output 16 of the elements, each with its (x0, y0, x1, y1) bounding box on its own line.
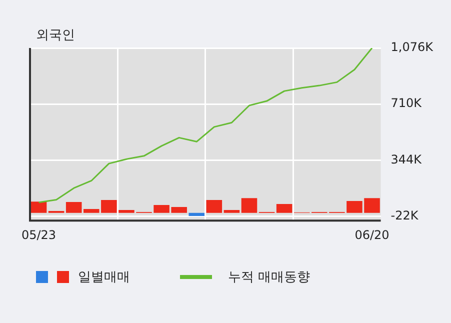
chart-title: 외국인 (36, 27, 75, 44)
x-tick-label: 06/20 (354, 228, 390, 242)
bar (276, 204, 292, 213)
legend-label: 일별매매 (78, 269, 130, 286)
bar (206, 200, 222, 213)
y-tick-label: 710K (390, 96, 423, 110)
bar (30, 202, 47, 213)
x-tick-label: 05/23 (21, 228, 56, 242)
bar (224, 210, 240, 213)
y-tick-label: 344K (390, 152, 423, 166)
y-tick-label: 1,076K (390, 40, 434, 54)
bar (66, 202, 82, 213)
bar (188, 212, 205, 216)
bar (241, 198, 258, 213)
legend-label: 누적 매매동향 (228, 269, 310, 286)
y-tick-label: -22K (390, 208, 420, 222)
